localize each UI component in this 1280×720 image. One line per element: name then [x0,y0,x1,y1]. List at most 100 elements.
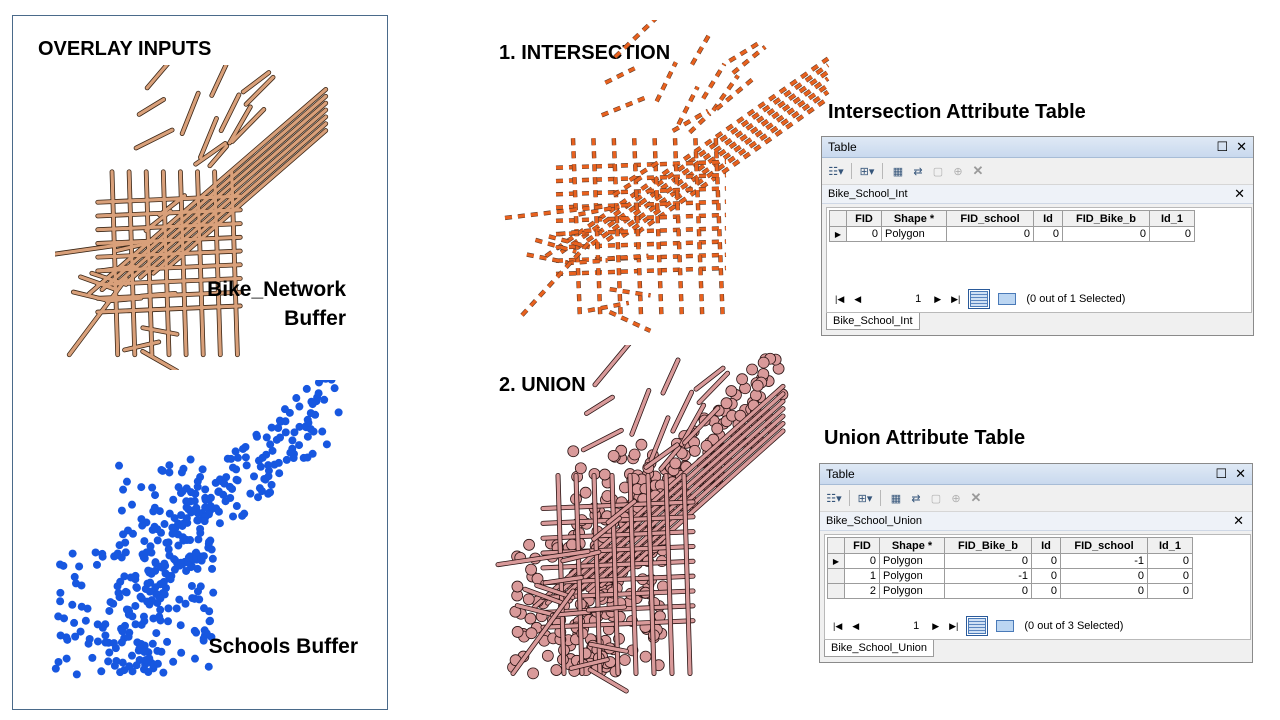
table-cell[interactable]: 0 [844,553,880,569]
column-header[interactable]: Id_1 [1147,537,1193,554]
show-all-records-icon[interactable] [968,289,991,309]
school-point [186,536,195,545]
table-row[interactable]: 2 Polygon 0 0 0 0 [827,583,1193,599]
select-by-attributes-icon[interactable]: ▦ [892,165,904,178]
related-tables-icon[interactable]: ⊞▾ [857,492,873,505]
show-all-records-icon[interactable] [966,616,989,636]
union-segment [671,390,694,433]
table-row[interactable]: ▶ 0 Polygon 0 0 0 0 [829,226,1195,242]
table-cell[interactable]: 0 [944,583,1032,599]
network-segment [110,170,120,357]
school-point [170,555,179,564]
column-header[interactable]: Shape * [881,210,947,227]
switch-selection-icon[interactable]: ⇄ [913,165,923,178]
school-point [179,464,188,473]
table-cell[interactable]: 0 [1033,226,1063,242]
table-cell[interactable]: Polygon [879,568,945,584]
table-cell[interactable]: 0 [1031,553,1061,569]
clear-selection-icon[interactable]: ▢ [932,165,944,178]
column-header[interactable]: FID_Bike_b [1062,210,1150,227]
column-header[interactable]: Shape * [879,537,945,554]
school-point [71,632,80,641]
column-header[interactable]: FID [846,210,882,227]
close-icon[interactable]: ✕ [1236,139,1247,154]
school-point [156,605,165,614]
record-number-field[interactable]: 1 [869,618,923,634]
record-navigator: |◀ ◀ 1 ▶ ▶| (0 out of 1 Selected) [835,289,1125,309]
restore-icon[interactable]: ☐ [1216,139,1229,154]
union-circle [720,397,733,410]
column-header[interactable]: Id [1033,210,1063,227]
related-tables-icon[interactable]: ⊞▾ [859,165,875,178]
toolbar-separator [851,163,852,179]
delete-selected-icon[interactable]: ✕ [972,163,984,178]
table-options-icon[interactable]: ☷▾ [826,492,842,505]
previous-record-icon[interactable]: ◀ [852,620,860,631]
table-cell[interactable]: 0 [1060,568,1148,584]
first-record-icon[interactable]: |◀ [833,620,843,631]
delete-selected-icon[interactable]: ✕ [970,490,982,505]
close-icon[interactable]: ✕ [1235,466,1246,481]
table-cell[interactable]: 0 [1147,568,1193,584]
table-row[interactable]: ▶ 0 Polygon 0 0 -1 0 [827,553,1193,569]
school-point [222,473,231,482]
school-point [174,541,183,550]
previous-record-icon[interactable]: ◀ [854,293,862,304]
row-selector[interactable]: ▶ [829,226,847,242]
switch-selection-icon[interactable]: ⇄ [911,492,921,505]
table-options-icon[interactable]: ☷▾ [828,165,844,178]
restore-icon[interactable]: ☐ [1215,466,1228,481]
row-selector[interactable]: ▶ [827,553,845,569]
table-cell[interactable]: 0 [1147,583,1193,599]
school-point [250,472,259,481]
next-record-icon[interactable]: ▶ [934,293,942,304]
network-segment [145,65,169,90]
table-cell[interactable]: 0 [1062,226,1150,242]
table-row[interactable]: 1 Polygon -1 0 0 0 [827,568,1193,584]
union-circle [574,462,587,475]
column-header[interactable]: FID_school [946,210,1034,227]
close-layer-icon[interactable]: ✕ [1234,186,1245,201]
table-cell[interactable]: -1 [944,568,1032,584]
table-cell[interactable]: 0 [1031,568,1061,584]
table-cell[interactable]: 0 [944,553,1032,569]
table-cell[interactable]: 0 [946,226,1034,242]
layer-tab[interactable]: Bike_School_Union [824,640,935,657]
close-layer-icon[interactable]: ✕ [1233,513,1244,528]
last-record-icon[interactable]: ▶| [951,293,961,304]
zoom-to-selected-icon[interactable]: ⊕ [951,492,961,505]
table-cell[interactable]: 0 [1031,583,1061,599]
school-point [101,638,110,647]
table-cell[interactable]: 0 [1147,553,1193,569]
table-cell[interactable]: -1 [1060,553,1148,569]
column-header[interactable]: FID_school [1060,537,1148,554]
table-cell[interactable]: 0 [1149,226,1195,242]
intersection-fragment [612,175,644,197]
union-circle [725,385,738,397]
show-selected-records-icon[interactable] [998,293,1017,305]
show-selected-records-icon[interactable] [996,620,1015,632]
table-cell[interactable]: Polygon [881,226,947,242]
table-cell[interactable]: 0 [846,226,882,242]
row-selector[interactable] [827,583,845,599]
column-header[interactable]: Id [1031,537,1061,554]
next-record-icon[interactable]: ▶ [932,620,940,631]
zoom-to-selected-icon[interactable]: ⊕ [953,165,963,178]
column-header[interactable]: Id_1 [1149,210,1195,227]
layer-tab[interactable]: Bike_School_Int [826,313,920,330]
network-segment [208,144,229,168]
record-number-field[interactable]: 1 [871,291,925,307]
first-record-icon[interactable]: |◀ [835,293,845,304]
school-point [242,461,251,470]
row-selector[interactable] [827,568,845,584]
column-header[interactable]: FID_Bike_b [944,537,1032,554]
select-by-attributes-icon[interactable]: ▦ [890,492,902,505]
table-cell[interactable]: Polygon [879,583,945,599]
table-cell[interactable]: 0 [1060,583,1148,599]
clear-selection-icon[interactable]: ▢ [930,492,942,505]
last-record-icon[interactable]: ▶| [949,620,959,631]
table-cell[interactable]: Polygon [879,553,945,569]
table-cell[interactable]: 1 [844,568,880,584]
column-header[interactable]: FID [844,537,880,554]
table-cell[interactable]: 2 [844,583,880,599]
